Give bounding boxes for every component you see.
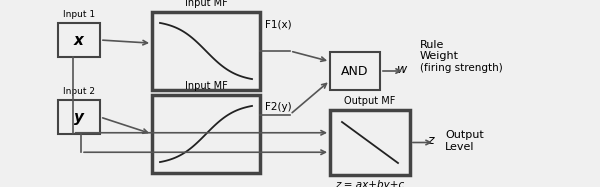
Text: Level: Level: [445, 142, 475, 153]
Text: Output: Output: [445, 130, 484, 140]
Bar: [330, 110, 410, 175]
Text: Input 2: Input 2: [63, 87, 95, 96]
Text: (firing strength): (firing strength): [420, 63, 503, 73]
Text: F2(y): F2(y): [265, 102, 292, 112]
Text: AND: AND: [341, 65, 369, 77]
Text: x: x: [74, 33, 84, 47]
Text: z = ax+by+c: z = ax+by+c: [335, 180, 404, 187]
Text: Input MF: Input MF: [185, 0, 227, 8]
Text: z: z: [427, 134, 433, 147]
Bar: [152, 12, 260, 90]
Text: y: y: [74, 110, 84, 125]
Bar: [330, 52, 380, 90]
Text: Weight: Weight: [420, 51, 459, 61]
Text: Input 1: Input 1: [63, 10, 95, 19]
Bar: [152, 95, 260, 173]
Text: F1(x): F1(x): [265, 19, 292, 29]
Bar: [58, 23, 100, 57]
Text: Input MF: Input MF: [185, 81, 227, 91]
Text: Output MF: Output MF: [344, 96, 395, 106]
Bar: [58, 100, 100, 134]
Text: Rule: Rule: [420, 40, 445, 50]
Text: w: w: [397, 62, 407, 76]
